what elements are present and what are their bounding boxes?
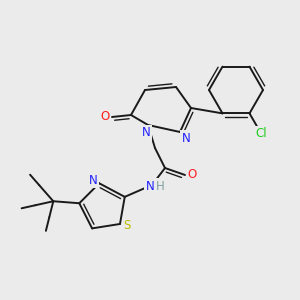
Text: O: O: [188, 169, 196, 182]
Text: N: N: [89, 174, 98, 187]
Text: S: S: [123, 220, 131, 232]
Text: Cl: Cl: [256, 128, 267, 140]
Text: H: H: [156, 179, 164, 193]
Text: N: N: [146, 179, 154, 193]
Text: O: O: [100, 110, 109, 124]
Text: N: N: [142, 127, 150, 140]
Text: N: N: [182, 131, 190, 145]
